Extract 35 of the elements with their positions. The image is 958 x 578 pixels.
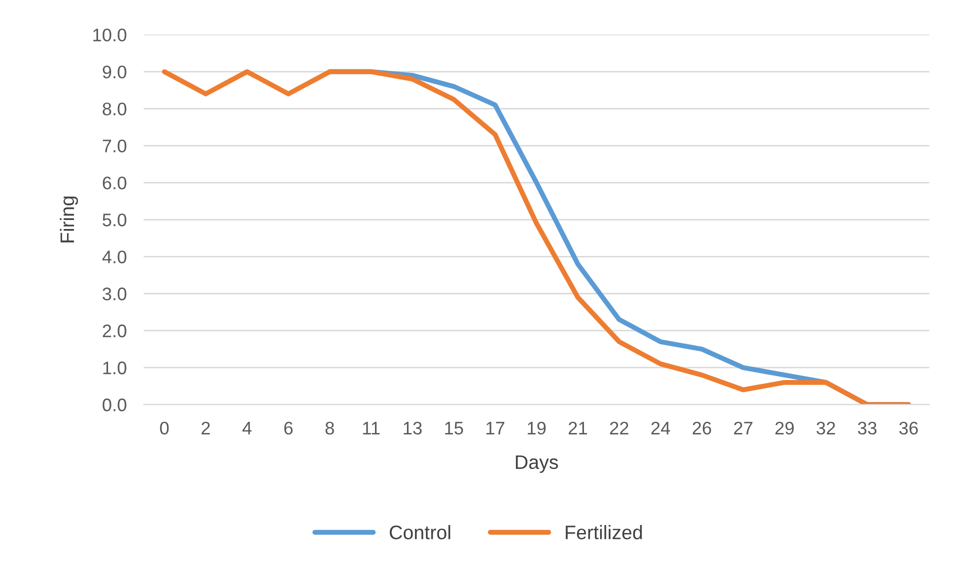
x-tick-label: 11 <box>363 422 380 434</box>
x-tick-label: 17 <box>486 422 504 434</box>
x-tick-label: 6 <box>284 422 293 435</box>
x-tick-label: 2 <box>202 422 210 434</box>
y-tick-label: 8.0 <box>102 102 126 116</box>
x-tick-label: 15 <box>445 422 464 435</box>
x-tick-label: 0 <box>160 422 169 435</box>
x-tick-label: 32 <box>816 422 836 435</box>
x-tick-label: 22 <box>610 422 628 434</box>
y-tick-label: 0.0 <box>102 398 126 412</box>
legend-label: Control <box>390 525 450 540</box>
legend-label: Fertilized <box>566 525 642 540</box>
y-tick-label: 6.0 <box>102 176 126 190</box>
line-series <box>162 69 912 405</box>
x-tick-label: 21 <box>568 422 587 434</box>
y-tick-label: 2.0 <box>102 324 126 338</box>
y-axis-title: Firing <box>60 196 78 242</box>
x-tick-label: 4 <box>242 422 252 434</box>
y-tick-label: 1.0 <box>103 362 126 374</box>
y-tick-label: 10.0 <box>93 28 126 42</box>
x-tick-label: 8 <box>326 422 334 435</box>
x-tick-label: 26 <box>692 422 712 435</box>
y-tick-label: 9.0 <box>102 66 126 78</box>
x-tick-label: 36 <box>899 422 918 435</box>
y-tick-label: 7.0 <box>102 140 126 152</box>
x-tick-label: 29 <box>775 422 794 435</box>
y-tick-label: 4.0 <box>102 250 126 264</box>
x-tick-label: 24 <box>651 422 670 434</box>
x-tick-label: 33 <box>858 422 876 435</box>
x-tick-label: 19 <box>528 422 546 435</box>
x-tick-label: 13 <box>404 422 422 435</box>
y-tick-label: 3.0 <box>102 288 126 300</box>
x-axis-title: Days <box>516 455 558 473</box>
y-tick-label: 5.0 <box>102 214 126 226</box>
x-tick-label: 27 <box>734 422 752 434</box>
